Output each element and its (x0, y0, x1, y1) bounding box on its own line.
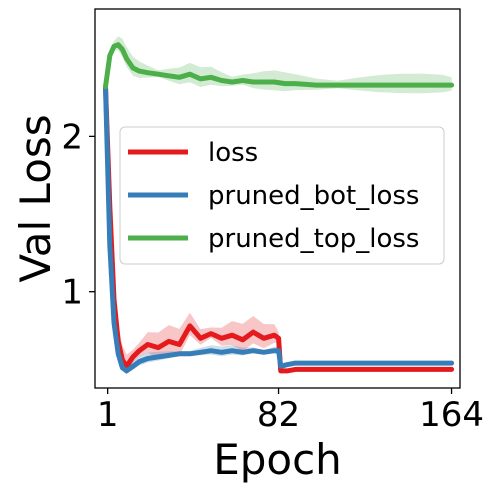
x-axis-label: Epoch (213, 435, 342, 484)
y-axis-label: Val Loss (11, 114, 60, 282)
series-line-pruned-top-loss (103, 42, 455, 90)
series-line-loss (103, 84, 455, 374)
legend-label-pruned-top-loss: pruned_top_loss (208, 224, 419, 254)
y-axis-ticks: 12 (61, 117, 95, 313)
y-tick-label: 1 (61, 273, 83, 313)
y-tick-label: 2 (61, 117, 83, 157)
series-lines (103, 42, 455, 374)
legend-box (119, 126, 445, 265)
variance-bands (105, 36, 452, 375)
legend-label-loss: loss (208, 138, 258, 168)
x-tick-label: 1 (97, 395, 119, 435)
band-pruned-top-loss (105, 36, 452, 94)
legend: loss pruned_bot_loss pruned_top_loss (119, 126, 445, 265)
legend-label-pruned-bot-loss: pruned_bot_loss (208, 181, 419, 211)
x-axis-ticks: 1 82 164 (97, 388, 484, 435)
series-line-pruned-bot-loss (103, 84, 455, 374)
x-tick-label: 164 (419, 395, 484, 435)
plot-frame (94, 8, 461, 389)
band-loss (105, 76, 452, 375)
x-tick-label: 82 (257, 395, 300, 435)
